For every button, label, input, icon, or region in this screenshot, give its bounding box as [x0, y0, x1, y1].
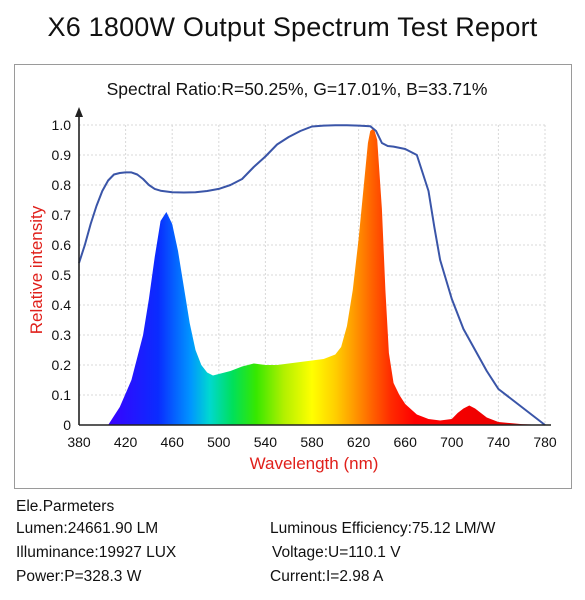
- parameters-heading: Ele.Parmeters: [16, 498, 115, 515]
- tick-labels: 380 420 460 500 540 580 620 660 700 740 780 0 0.1 0.2…: [52, 117, 557, 450]
- x-tick-label: 660: [394, 434, 418, 450]
- x-tick-label: 500: [207, 434, 231, 450]
- y-tick-label: 0.2: [52, 357, 72, 373]
- x-tick-label: 700: [440, 434, 464, 450]
- lumen-value: Lumen:24661.90 LM: [16, 520, 159, 537]
- chart-title: Spectral Ratio:R=50.25%, G=17.01%, B=33.…: [107, 79, 488, 99]
- y-tick-label: 0.9: [52, 147, 72, 163]
- x-tick-label: 580: [300, 434, 324, 450]
- x-tick-label: 540: [254, 434, 278, 450]
- luminous-efficiency-value: Luminous Efficiency:75.12 LM/W: [270, 520, 496, 537]
- current-value: Current:I=2.98 A: [270, 568, 384, 585]
- spectrum-fill-series: [108, 128, 545, 425]
- axes: [75, 107, 551, 426]
- series-layer: [78, 124, 546, 426]
- y-tick-label: 0: [63, 417, 71, 433]
- spectrum-chart: Spectral Ratio:R=50.25%, G=17.01%, B=33.…: [27, 79, 557, 473]
- page-title: X6 1800W Output Spectrum Test Report: [47, 12, 538, 42]
- x-tick-label: 620: [347, 434, 371, 450]
- x-tick-label: 380: [67, 434, 91, 450]
- y-axis-label: Relative intensity: [27, 205, 46, 334]
- y-tick-label: 0.8: [52, 177, 72, 193]
- y-tick-label: 0.7: [52, 207, 72, 223]
- x-tick-label: 740: [487, 434, 511, 450]
- y-tick-label: 1.0: [52, 117, 72, 133]
- y-axis-arrow: [75, 107, 83, 117]
- y-tick-label: 0.6: [52, 237, 72, 253]
- y-tick-label: 0.3: [52, 327, 72, 343]
- voltage-value: Voltage:U=110.1 V: [272, 544, 401, 561]
- illuminance-value: Illuminance:19927 LUX: [16, 544, 177, 561]
- power-value: Power:P=328.3 W: [16, 568, 142, 585]
- x-tick-label: 780: [533, 434, 557, 450]
- y-tick-label: 0.4: [52, 297, 72, 313]
- chart-panel: Spectral Ratio:R=50.25%, G=17.01%, B=33.…: [14, 64, 572, 489]
- y-tick-label: 0.1: [52, 387, 72, 403]
- y-tick-label: 0.5: [52, 267, 72, 283]
- x-axis-label: Wavelength (nm): [250, 454, 379, 473]
- x-tick-label: 460: [161, 434, 185, 450]
- x-tick-label: 420: [114, 434, 138, 450]
- outline-curve-series: [78, 124, 546, 426]
